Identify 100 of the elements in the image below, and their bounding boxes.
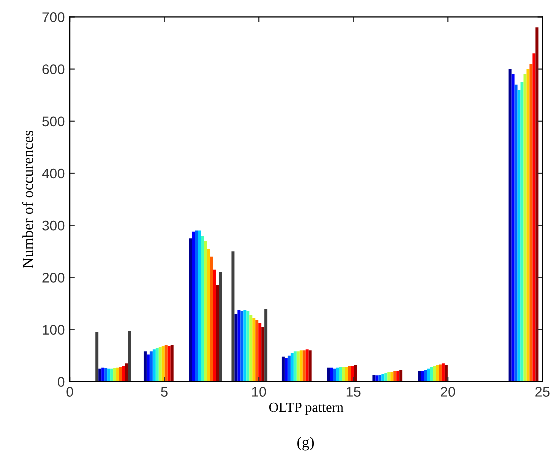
bar <box>300 350 303 382</box>
bar <box>394 371 397 382</box>
bar <box>108 368 111 382</box>
bar <box>396 371 400 382</box>
bar <box>252 318 256 382</box>
bar <box>526 69 530 382</box>
bar <box>354 365 358 382</box>
bar <box>424 370 428 382</box>
bar <box>532 54 536 382</box>
bar <box>400 370 403 382</box>
bar <box>219 272 222 382</box>
bar <box>238 310 241 382</box>
bar <box>256 320 259 382</box>
bar <box>125 364 128 382</box>
bar <box>512 74 515 382</box>
bar <box>339 367 342 382</box>
bar <box>150 352 153 382</box>
bar <box>120 367 122 382</box>
bar <box>442 364 445 382</box>
bar <box>116 368 120 382</box>
bar <box>390 372 394 382</box>
bar <box>258 324 262 382</box>
bar <box>122 366 126 382</box>
bar <box>110 368 114 382</box>
bar <box>296 352 300 382</box>
bar <box>244 310 247 382</box>
bar <box>195 230 198 382</box>
bar <box>348 366 352 382</box>
bar <box>330 368 334 382</box>
y-tick-label: 300 <box>42 220 65 231</box>
bar <box>433 366 436 382</box>
bar <box>288 356 291 382</box>
x-tick-label: 0 <box>66 387 74 397</box>
bar <box>302 350 306 382</box>
bar <box>282 356 285 382</box>
bar <box>232 252 235 382</box>
bar <box>213 270 216 382</box>
bar <box>351 366 354 382</box>
bar <box>128 331 132 382</box>
bar <box>438 364 442 382</box>
bar <box>436 365 439 382</box>
bar <box>378 375 382 382</box>
bar <box>508 69 512 382</box>
bar <box>520 82 524 382</box>
bar <box>210 256 214 382</box>
bar <box>192 232 196 382</box>
x-tick-label: 10 <box>252 387 266 397</box>
bar <box>189 238 192 382</box>
bar <box>162 346 165 382</box>
bar <box>114 368 117 382</box>
bar <box>382 374 385 382</box>
bar <box>198 230 202 382</box>
y-axis-title: Number of occurences <box>22 130 34 268</box>
bar <box>284 358 288 382</box>
bar <box>168 346 171 382</box>
bar <box>384 373 388 382</box>
bar <box>98 368 102 382</box>
bar <box>372 375 376 382</box>
bar <box>104 368 108 382</box>
bar <box>327 368 330 382</box>
bar <box>96 332 99 382</box>
bar <box>158 347 162 382</box>
bar <box>388 372 391 382</box>
bar <box>170 345 174 382</box>
bar <box>152 350 156 382</box>
bar <box>250 315 253 382</box>
bar <box>376 376 379 382</box>
y-tick-label: 100 <box>43 325 65 335</box>
x-tick-label: 15 <box>346 387 361 397</box>
bar <box>216 286 220 382</box>
bar <box>204 241 208 382</box>
text: (g) <box>298 436 314 451</box>
bar <box>102 368 105 382</box>
x-tick-label: 25 <box>536 387 550 397</box>
bar <box>246 312 250 382</box>
bar <box>333 368 336 382</box>
bar <box>308 350 312 382</box>
bar <box>294 352 297 382</box>
bar <box>444 365 448 382</box>
bar <box>536 28 539 382</box>
bar <box>530 64 533 382</box>
bar <box>306 350 309 382</box>
bar <box>336 368 340 382</box>
y-tick-label: 200 <box>42 273 65 283</box>
y-tick-label: 0 <box>58 377 65 388</box>
bar <box>240 312 244 382</box>
x-tick-label: 5 <box>161 387 168 397</box>
bar <box>427 368 430 382</box>
bar <box>264 308 268 382</box>
bar <box>418 371 422 382</box>
bar <box>164 345 168 382</box>
bar <box>234 314 238 382</box>
bar <box>201 236 204 382</box>
bar <box>262 327 265 382</box>
bar <box>514 84 518 382</box>
y-tick-label: 700 <box>42 12 65 22</box>
x-tick-label: 20 <box>441 387 456 397</box>
bar <box>144 352 147 382</box>
bar <box>290 353 294 382</box>
y-tick-label: 400 <box>42 168 65 179</box>
